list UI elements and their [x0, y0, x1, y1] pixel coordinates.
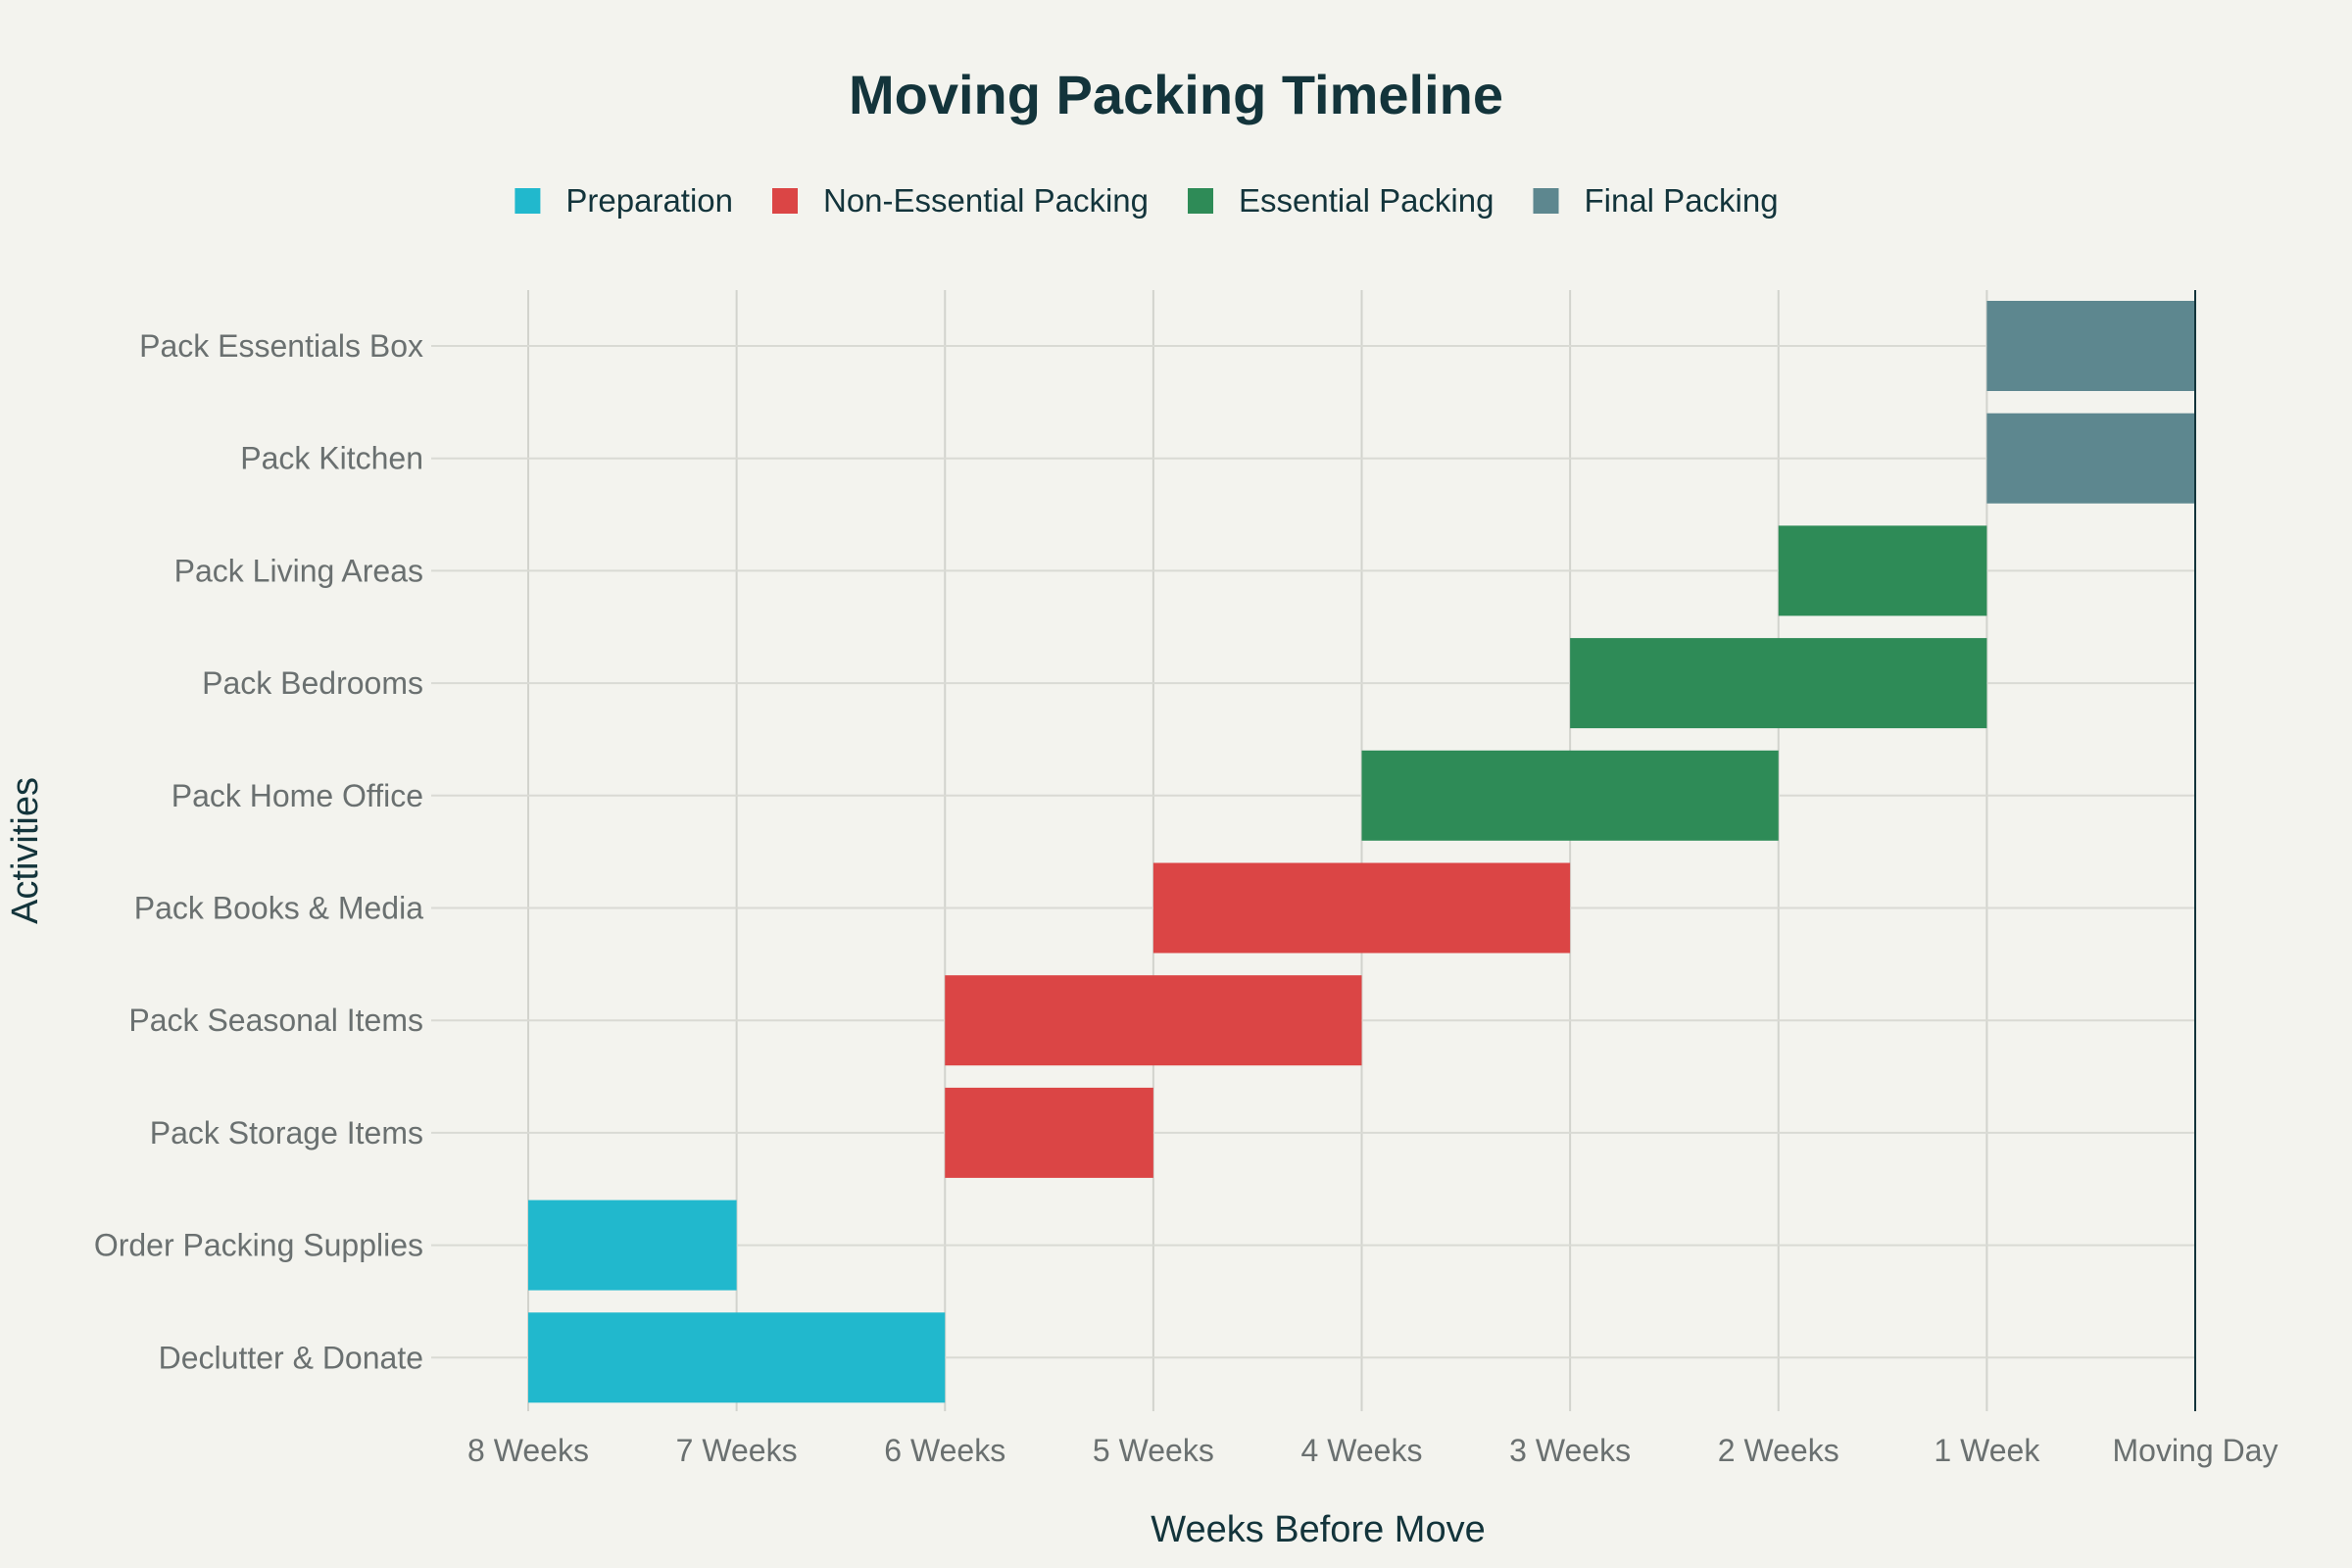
legend-swatch-non-essential-packing [772, 188, 799, 214]
x-tick-label: 8 Weeks [467, 1433, 589, 1468]
x-tick-label: 6 Weeks [884, 1433, 1005, 1468]
legend-swatch-preparation [514, 188, 541, 214]
bars [528, 301, 2195, 1403]
chart-title: Moving Packing Timeline [849, 64, 1503, 125]
y-tick-label: Pack Kitchen [240, 441, 423, 476]
x-tick-label: 1 Week [1934, 1433, 2040, 1468]
y-tick-label: Declutter & Donate [159, 1340, 423, 1375]
y-tick-label: Pack Essentials Box [139, 328, 423, 364]
legend-swatch-final-packing [1533, 188, 1559, 214]
y-tick-label: Pack Home Office [172, 778, 423, 813]
legend: Preparation Non-Essential Packing Essentia… [514, 182, 1779, 219]
y-axis-title: Activities [5, 777, 46, 924]
y-tick-label: Pack Bedrooms [202, 665, 423, 701]
bar-pack-bedrooms [1570, 638, 1987, 729]
y-tick-labels: Pack Essentials Box Pack Kitchen Pack Livi… [94, 328, 423, 1375]
bar-pack-books-and-media [1152, 862, 1571, 954]
x-tick-label: Moving Day [2113, 1433, 2278, 1468]
y-tick-label: Pack Seasonal Items [128, 1003, 423, 1038]
legend-swatch-essential-packing [1188, 188, 1214, 214]
bar-pack-seasonal-items [945, 975, 1362, 1066]
bar-declutter-and-donate [528, 1312, 946, 1403]
y-tick-label: Order Packing Supplies [94, 1228, 423, 1263]
x-tick-label: 7 Weeks [676, 1433, 798, 1468]
x-tick-labels: 8 Weeks 7 Weeks 6 Weeks 5 Weeks 4 Weeks 3 Wee… [467, 1433, 2278, 1468]
x-tick-label: 5 Weeks [1093, 1433, 1214, 1468]
bar-pack-essentials-box [1986, 301, 2195, 391]
bar-pack-living-areas [1778, 525, 1987, 616]
legend-label: Final Packing [1584, 182, 1778, 219]
bar-order-packing-supplies [528, 1200, 737, 1291]
x-tick-label: 3 Weeks [1509, 1433, 1631, 1468]
x-axis-title: Weeks Before Move [1151, 1509, 1485, 1550]
bar-pack-kitchen [1986, 413, 2195, 504]
legend-label: Preparation [565, 182, 733, 219]
bar-pack-storage-items [945, 1087, 1153, 1178]
y-tick-label: Pack Living Areas [174, 553, 423, 588]
x-tick-label: 2 Weeks [1718, 1433, 1839, 1468]
bar-pack-home-office [1361, 750, 1779, 841]
x-tick-label: 4 Weeks [1301, 1433, 1423, 1468]
y-tick-label: Pack Books & Media [134, 891, 423, 926]
legend-label: Non-Essential Packing [823, 182, 1149, 219]
legend-label: Essential Packing [1239, 182, 1494, 219]
y-tick-label: Pack Storage Items [150, 1115, 423, 1151]
